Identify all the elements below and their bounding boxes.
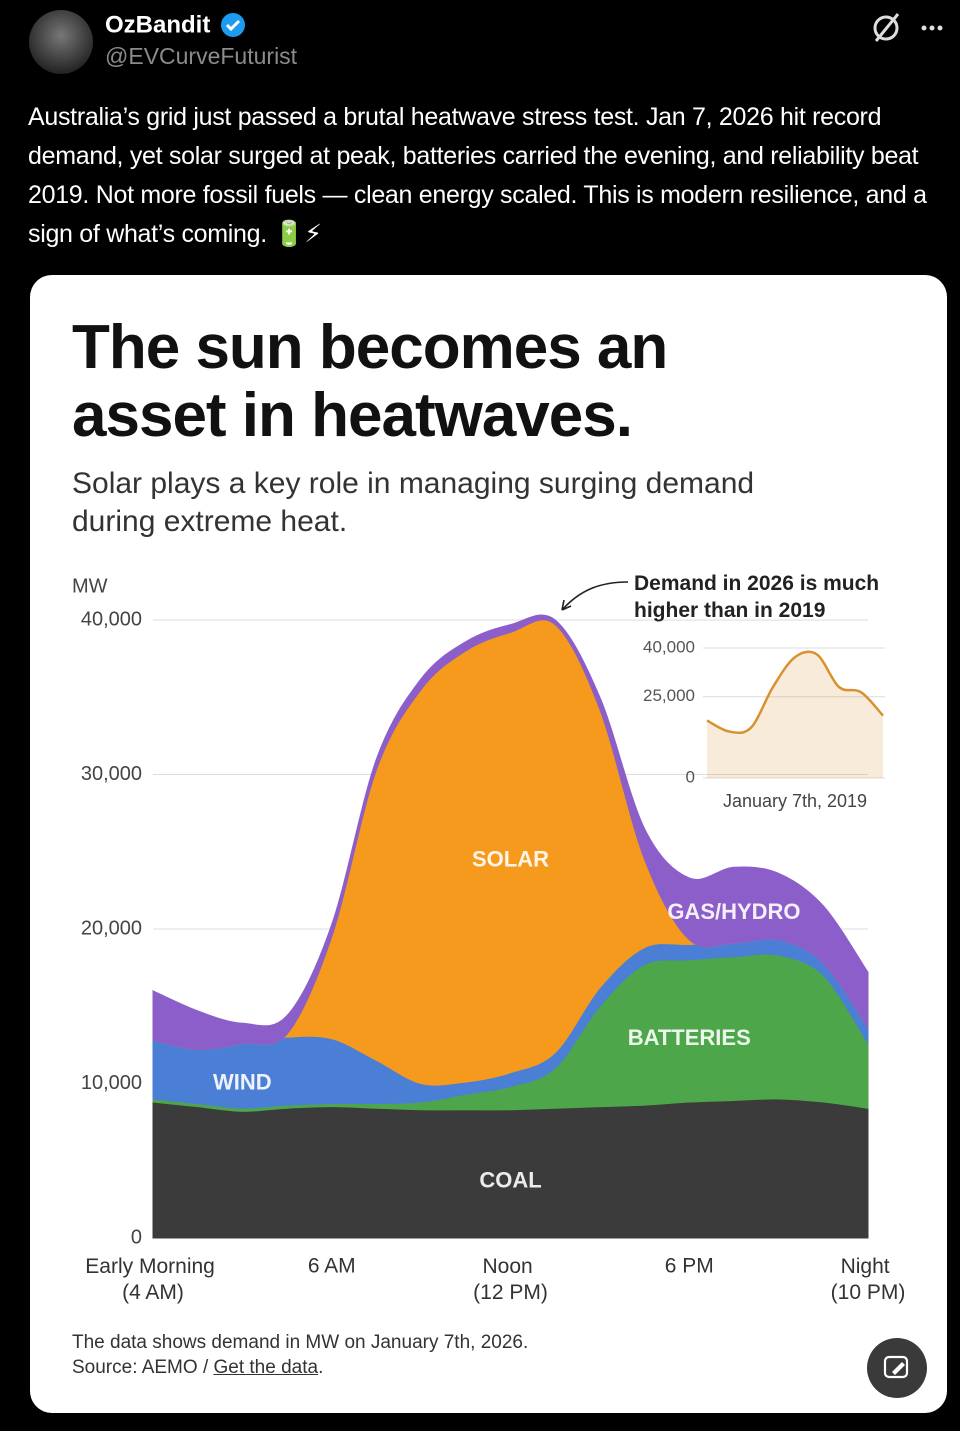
y-tick-label: 0 xyxy=(131,1226,142,1248)
area xyxy=(152,614,869,1051)
x-tick-line: Early Morning xyxy=(85,1255,220,1278)
annotation-arrow xyxy=(561,581,629,611)
series-label: COAL xyxy=(479,1168,541,1193)
post-text: Australia’s grid just passed a brutal he… xyxy=(28,103,927,248)
x-tick-line: (4 AM) xyxy=(122,1281,184,1304)
series-label: GAS/HYDRO xyxy=(667,899,800,924)
author-handle[interactable]: @EVCurveFuturist xyxy=(105,43,298,69)
x-tick-label: 6 PM xyxy=(665,1255,714,1278)
chart-source: Source: AEMO / Get the data. xyxy=(72,1357,323,1379)
source-text: Source: AEMO / xyxy=(72,1357,214,1378)
plot: MW 0 10,000 20,000 30,000 40,000 COAL BATTERIES… xyxy=(72,575,905,1303)
more-menu[interactable] xyxy=(921,25,943,31)
x-tick-label: Noon (12 PM) xyxy=(473,1255,548,1304)
x-tick-label: Early Morning (4 AM) xyxy=(85,1255,220,1304)
series-label: BATTERIES xyxy=(628,1025,751,1050)
source-link[interactable]: Get the data xyxy=(213,1357,319,1378)
x-tick-line: Night xyxy=(841,1255,896,1278)
inset-area xyxy=(707,651,883,778)
y-tick-label: 20,000 xyxy=(81,917,142,939)
x-tick-line: (10 PM) xyxy=(831,1281,906,1304)
series-label: WIND xyxy=(213,1070,272,1095)
author-name[interactable]: OzBandit xyxy=(105,11,210,38)
source-end: . xyxy=(318,1357,324,1378)
avatar[interactable] xyxy=(29,10,93,74)
y-tick-label: 40,000 xyxy=(81,608,142,630)
chart-subtitle: Solar plays a key role in managing surgi… xyxy=(72,467,755,538)
verified-badge xyxy=(221,13,245,37)
inset-y-tick-label: 25,000 xyxy=(643,686,695,705)
y-axis-label: MW xyxy=(72,575,108,597)
x-tick-label: Night (10 PM) xyxy=(831,1255,906,1304)
inset-annotation: Demand in 2026 is much higher than in 20… xyxy=(634,572,880,622)
inset-y-tick-label: 40,000 xyxy=(643,637,695,656)
y-tick-label: 10,000 xyxy=(81,1072,142,1094)
chart-note: The data shows demand in MW on January 7… xyxy=(72,1332,529,1353)
edit-image-button[interactable] xyxy=(867,1338,927,1398)
chart-title: The sun becomes an asset in heatwaves. xyxy=(72,313,668,450)
inset-line xyxy=(706,650,884,735)
x-tick-line: (12 PM) xyxy=(473,1281,548,1304)
grok-icon[interactable] xyxy=(873,13,900,42)
series-label: SOLAR xyxy=(472,846,549,871)
y-tick-label: 30,000 xyxy=(81,763,142,785)
x-tick-line: Noon xyxy=(482,1255,538,1278)
inset-x-label: January 7th, 2019 xyxy=(723,791,867,811)
inset-y-tick-label: 0 xyxy=(686,767,695,786)
x-tick-label: 6 AM xyxy=(308,1255,356,1278)
